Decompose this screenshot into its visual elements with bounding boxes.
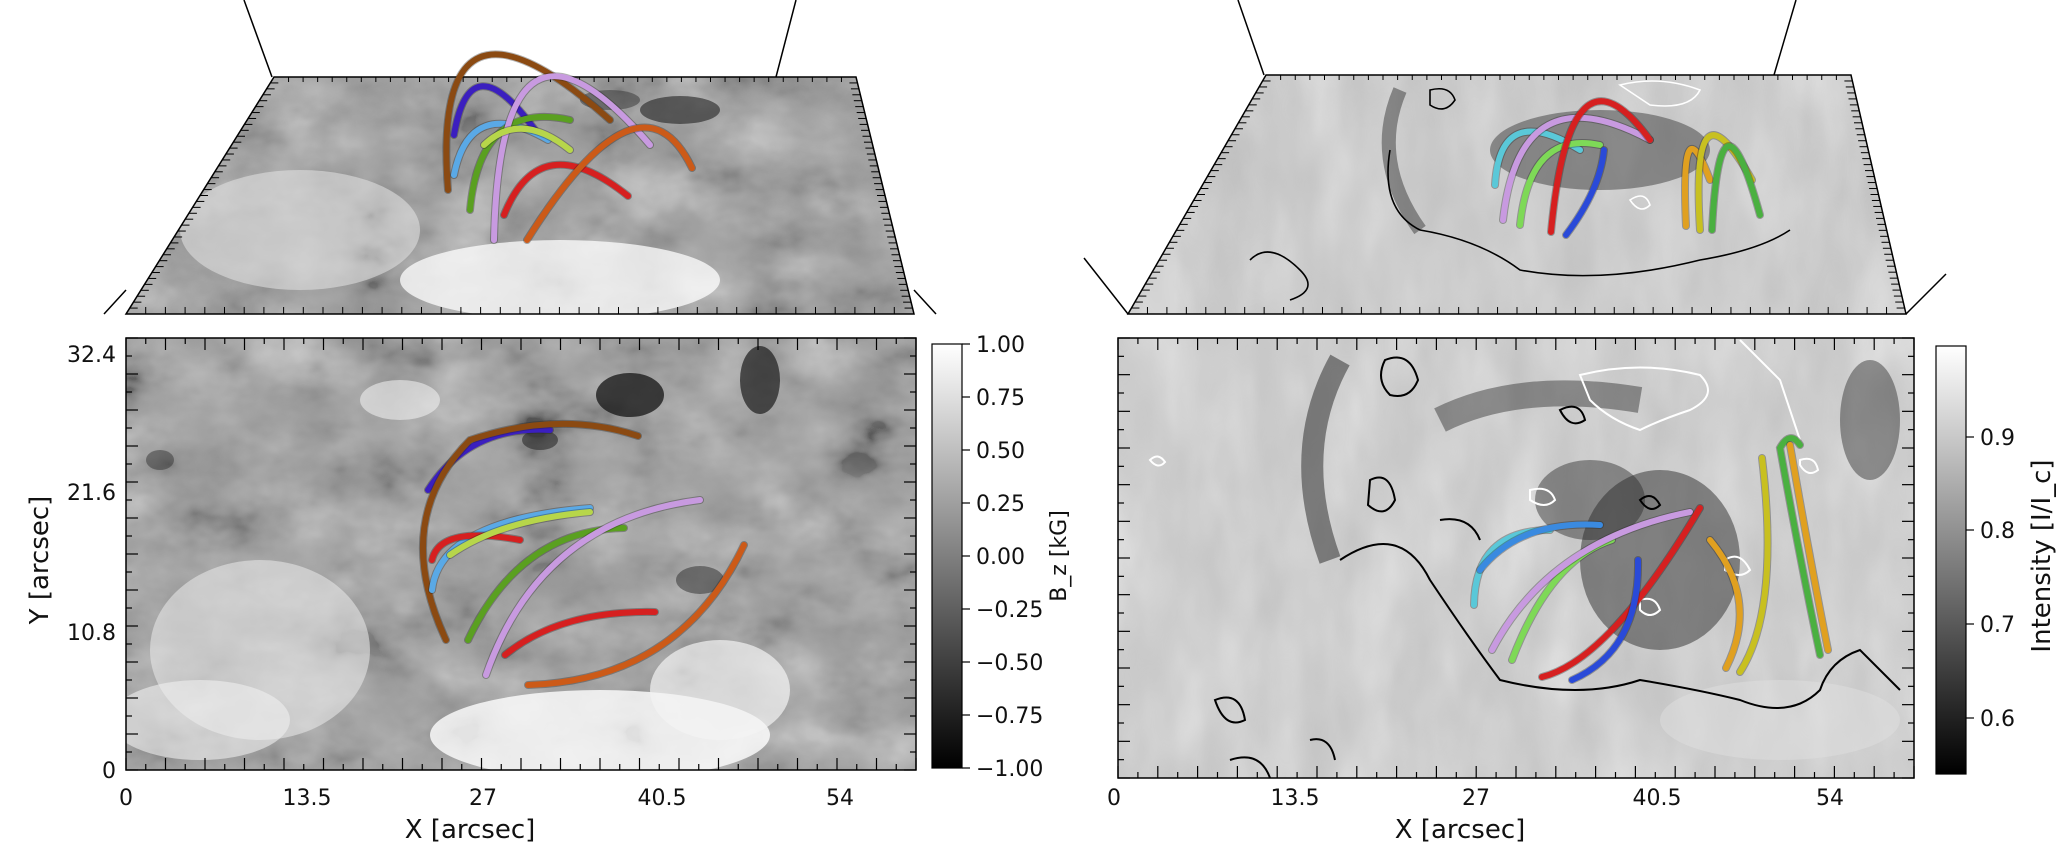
field-line-3d bbox=[1500, 114, 1653, 223]
box-edge bbox=[103, 289, 127, 315]
field-line bbox=[1737, 455, 1771, 675]
colorbar-tick-label: −0.75 bbox=[976, 704, 1043, 729]
left-magnetogram-panel: 0 13.5 27 40.5 54 X [arcsec] 32.4 21.6 1… bbox=[25, 333, 1072, 845]
y-tick-label: 10.8 bbox=[67, 621, 116, 646]
y-tick-label: 32.4 bbox=[67, 343, 116, 368]
field-lines-3d-right bbox=[1491, 97, 1764, 239]
x-tick-label: 54 bbox=[826, 786, 854, 811]
field-line-3d bbox=[501, 161, 631, 218]
x-tick-label: 13.5 bbox=[1271, 786, 1320, 811]
colorbar-tick-label: 0.50 bbox=[976, 439, 1025, 464]
left-3d-view bbox=[103, 0, 937, 315]
field-line-3d bbox=[443, 51, 613, 193]
x-tick-label: 40.5 bbox=[1633, 786, 1682, 811]
field-line bbox=[429, 532, 523, 563]
field-line-3d bbox=[1548, 98, 1653, 235]
x-tick-label: 54 bbox=[1816, 786, 1844, 811]
plane-ticks bbox=[1131, 75, 1905, 314]
field-line-3d bbox=[451, 83, 538, 138]
field-line bbox=[525, 542, 747, 688]
contours-perspective bbox=[1249, 80, 1791, 301]
axis-ticks bbox=[125, 337, 917, 771]
field-lines-right bbox=[1470, 434, 1832, 684]
field-line bbox=[1489, 509, 1693, 653]
x-tick-label: 13.5 bbox=[283, 786, 332, 811]
y-axis-title: Y [arcsec] bbox=[25, 496, 55, 626]
field-line bbox=[420, 421, 641, 643]
colorbar-ticks: 1.00 0.75 0.50 0.25 0.00 −0.25 −0.50 −0.75 −1.00 bbox=[962, 333, 1043, 782]
field-line bbox=[1787, 442, 1831, 653]
field-line bbox=[447, 509, 593, 558]
plane-frame bbox=[1126, 74, 1907, 315]
box-edge bbox=[1905, 273, 1947, 315]
field-line bbox=[1707, 537, 1743, 671]
plane-ticks bbox=[129, 77, 913, 314]
box-edge bbox=[775, 0, 797, 78]
field-line-3d bbox=[1563, 147, 1607, 238]
field-line bbox=[1569, 557, 1642, 683]
intensity-image bbox=[1118, 338, 1914, 778]
box-edge bbox=[913, 289, 937, 315]
field-line bbox=[1776, 435, 1823, 658]
box-edge bbox=[1083, 257, 1129, 315]
box-edge bbox=[1773, 0, 1797, 76]
colorbar-tick-label: −1.00 bbox=[976, 757, 1043, 782]
x-axis-title: X [arcsec] bbox=[405, 815, 536, 845]
colorbar-tick-label: 0.8 bbox=[1980, 519, 2015, 544]
x-tick-label: 0 bbox=[119, 786, 133, 811]
field-line bbox=[502, 608, 658, 658]
field-line-3d bbox=[491, 73, 653, 243]
colorbar-tick-label: 0.00 bbox=[976, 545, 1025, 570]
x-axis-title: X [arcsec] bbox=[1395, 815, 1526, 845]
field-line-3d bbox=[1682, 145, 1713, 229]
field-line bbox=[1539, 505, 1703, 680]
colorbar-title: B_z [kG] bbox=[1047, 510, 1072, 602]
field-line-3d bbox=[1492, 128, 1583, 188]
field-line-3d bbox=[524, 124, 695, 243]
plane-frame bbox=[124, 76, 915, 315]
field-line-3d bbox=[1709, 143, 1763, 233]
colorbar-tick-label: 0.7 bbox=[1980, 613, 2015, 638]
colorbar-tick-label: −0.25 bbox=[976, 598, 1043, 623]
colorbar-magnetic bbox=[931, 343, 963, 769]
colorbar-title: Intensity [I/I_c] bbox=[2027, 459, 2057, 652]
field-line bbox=[483, 497, 703, 678]
colorbar-tick-label: 0.25 bbox=[976, 492, 1025, 517]
y-tick-label: 21.6 bbox=[67, 481, 116, 506]
x-tick-label: 27 bbox=[1462, 786, 1490, 811]
colorbar-tick-label: 0.9 bbox=[1980, 426, 2015, 451]
colorbar-tick-label: 1.00 bbox=[976, 333, 1025, 358]
intensity-contours bbox=[1148, 339, 1901, 778]
x-tick-label: 0 bbox=[1107, 786, 1121, 811]
colorbar-ticks: 0.9 0.8 0.7 0.6 bbox=[1966, 426, 2015, 732]
field-line-3d bbox=[481, 125, 573, 153]
magnetogram-image bbox=[126, 338, 916, 770]
magnetogram-perspective bbox=[126, 77, 914, 314]
axis-ticks bbox=[1117, 337, 1915, 779]
box-edge bbox=[1237, 0, 1265, 76]
colorbar-tick-label: 0.6 bbox=[1980, 707, 2015, 732]
x-tick-label: 27 bbox=[469, 786, 497, 811]
right-intensity-panel: 0 13.5 27 40.5 54 X [arcsec] 0.90.80.70.… bbox=[1107, 337, 2057, 845]
field-lines-3d-left bbox=[442, 50, 696, 244]
field-lines-left bbox=[419, 420, 748, 689]
box-edge bbox=[243, 0, 273, 78]
field-line-3d bbox=[1517, 139, 1603, 228]
y-tick-label: 0 bbox=[102, 759, 116, 784]
colorbar-intensity bbox=[1935, 345, 1967, 775]
right-3d-view bbox=[1083, 0, 1947, 315]
colorbar-tick-label: −0.50 bbox=[976, 651, 1043, 676]
colorbar-tick-label: 0.75 bbox=[976, 386, 1025, 411]
field-line bbox=[425, 426, 553, 493]
field-line bbox=[1477, 521, 1603, 573]
x-tick-label: 40.5 bbox=[638, 786, 687, 811]
intensity-perspective bbox=[1128, 75, 1906, 314]
